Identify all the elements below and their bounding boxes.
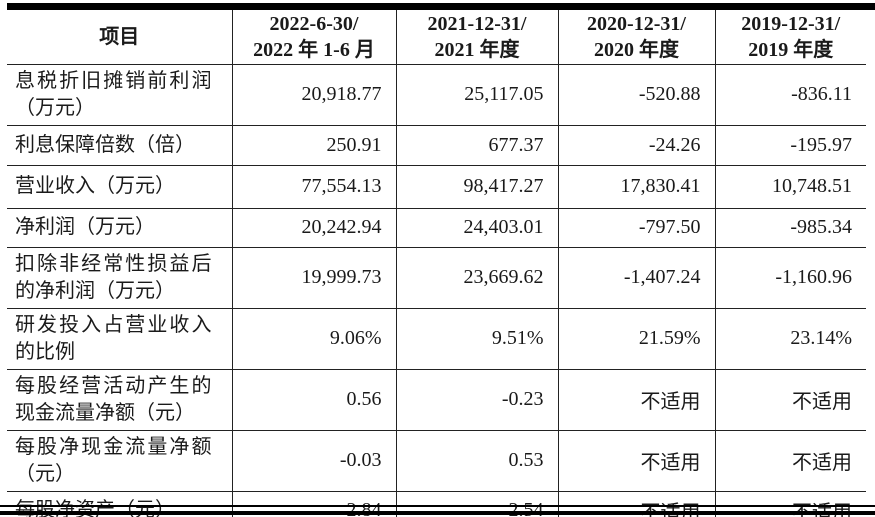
header-period-2019: 2019-12-31/ 2019 年度 [714,10,866,65]
cell-value: 不适用 [714,429,866,492]
table-row: 扣除非经常性损益后的净利润（万元） 19,999.73 23,669.62 -1… [7,246,866,309]
cell-value: 不适用 [714,368,866,431]
top-rule [7,3,875,10]
cell-value: -797.50 [557,207,716,248]
cell-value: 98,417.27 [395,164,559,209]
cell-value: 0.53 [395,429,559,492]
table-row: 每股经营活动产生的现金流量净额（元） 0.56 -0.23 不适用 不适用 [7,368,866,431]
table-row: 营业收入（万元） 77,554.13 98,417.27 17,830.41 1… [7,164,866,209]
table-row: 净利润（万元） 20,242.94 24,403.01 -797.50 -985… [7,207,866,248]
header-period-2021: 2021-12-31/ 2021 年度 [395,10,559,65]
cell-value: 24,403.01 [395,207,559,248]
row-label: 扣除非经常性损益后的净利润（万元） [7,246,233,309]
table-row: 息税折旧摊销前利润（万元） 20,918.77 25,117.05 -520.8… [7,63,866,126]
cell-value: 20,918.77 [231,63,397,126]
header-period-2022: 2022-6-30/ 2022 年 1-6 月 [231,10,397,65]
table-body: 息税折旧摊销前利润（万元） 20,918.77 25,117.05 -520.8… [7,63,866,517]
row-label: 每股经营活动产生的现金流量净额（元） [7,368,233,431]
table-header: 项目 2022-6-30/ 2022 年 1-6 月 2021-12-31/ 2… [7,10,866,65]
header-item-label: 项目 [7,10,233,65]
table-row: 每股净现金流量净额（元） -0.03 0.53 不适用 不适用 [7,429,866,492]
row-label: 净利润（万元） [7,207,233,248]
cell-value: 23.14% [714,307,866,370]
table-row: 利息保障倍数（倍） 250.91 677.37 -24.26 -195.97 [7,124,866,166]
cell-value: 677.37 [395,124,559,166]
cell-value: 23,669.62 [395,246,559,309]
header-row: 项目 2022-6-30/ 2022 年 1-6 月 2021-12-31/ 2… [7,10,866,65]
cell-value: 25,117.05 [395,63,559,126]
cell-value: 21.59% [557,307,716,370]
bottom-double-rule [0,505,875,515]
cell-value: 10,748.51 [714,164,866,209]
cell-value: -520.88 [557,63,716,126]
header-period-2020: 2020-12-31/ 2020 年度 [557,10,716,65]
cell-value: -0.23 [395,368,559,431]
cell-value: 17,830.41 [557,164,716,209]
financial-indicators-table: 项目 2022-6-30/ 2022 年 1-6 月 2021-12-31/ 2… [7,10,866,517]
row-label: 利息保障倍数（倍） [7,124,233,166]
cell-value: 9.51% [395,307,559,370]
cell-value: 0.56 [231,368,397,431]
cell-value: 20,242.94 [231,207,397,248]
cell-value: 不适用 [557,429,716,492]
row-label: 研发投入占营业收入的比例 [7,307,233,370]
cell-value: -836.11 [714,63,866,126]
cell-value: -195.97 [714,124,866,166]
cell-value: -1,160.96 [714,246,866,309]
row-label: 每股净现金流量净额（元） [7,429,233,492]
cell-value: -24.26 [557,124,716,166]
cell-value: 250.91 [231,124,397,166]
table-row: 研发投入占营业收入的比例 9.06% 9.51% 21.59% 23.14% [7,307,866,370]
cell-value: -985.34 [714,207,866,248]
cell-value: -1,407.24 [557,246,716,309]
cell-value: 77,554.13 [231,164,397,209]
cell-value: 9.06% [231,307,397,370]
cell-value: -0.03 [231,429,397,492]
cell-value: 19,999.73 [231,246,397,309]
row-label: 息税折旧摊销前利润（万元） [7,63,233,126]
cell-value: 不适用 [557,368,716,431]
row-label: 营业收入（万元） [7,164,233,209]
